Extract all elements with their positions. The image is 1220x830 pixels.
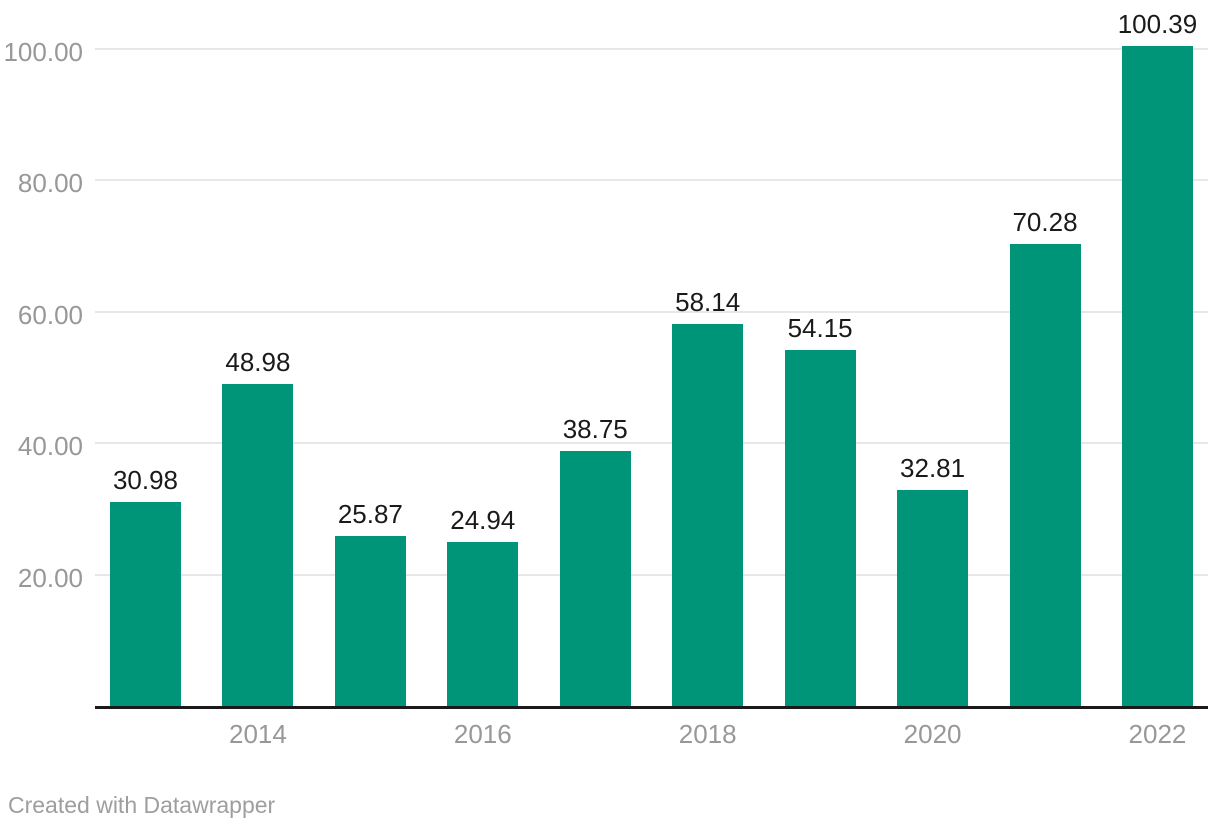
bar-2018	[672, 324, 744, 706]
gridline-40.00	[95, 442, 1208, 445]
gridline-20.00	[95, 573, 1208, 576]
value-label-2016: 24.94	[450, 505, 516, 535]
y-tick-label: 100.00	[3, 37, 83, 67]
value-label-2022: 100.39	[1117, 9, 1198, 39]
x-tick-label-2014: 2014	[229, 719, 287, 749]
bar-2014	[222, 384, 294, 706]
gridline-80.00	[95, 179, 1208, 182]
value-label-2020: 32.81	[900, 453, 966, 483]
value-label-2015: 25.87	[337, 499, 403, 529]
x-tick-label-2016: 2016	[453, 719, 512, 749]
value-label-2021: 70.28	[1012, 207, 1078, 237]
bar-2013	[110, 502, 181, 706]
gridline-60.00	[95, 310, 1208, 313]
bar-2019	[784, 350, 856, 706]
plot-area: 30.98 48.98 25.87 24.94 38.75 58.14 54.15 32.81…	[95, 0, 1208, 709]
bar-2017	[559, 451, 631, 706]
value-label-2017: 38.75	[562, 414, 628, 444]
y-tick-label: 40.00	[17, 431, 83, 462]
value-label-2013: 30.98	[112, 465, 179, 495]
bar-2016	[447, 542, 519, 706]
x-tick-label-2020: 2020	[903, 719, 962, 749]
value-label-2014: 48.98	[225, 347, 291, 377]
bar-2022	[1121, 46, 1193, 706]
y-tick-label: 60.00	[17, 299, 83, 330]
value-label-2019: 54.15	[787, 313, 853, 343]
y-tick-label: 20.00	[17, 562, 83, 593]
gridline-100.00	[95, 48, 1208, 50]
value-label-2018: 58.14	[675, 287, 741, 317]
bar-2020	[897, 490, 969, 706]
x-tick-label-2018: 2018	[678, 719, 737, 749]
y-tick-label: 80.00	[17, 168, 83, 199]
bar-2021	[1009, 244, 1081, 706]
x-tick-label-2022: 2022	[1128, 719, 1187, 749]
bar-2015	[334, 536, 406, 706]
datawrapper-credit-link[interactable]: Created with Datawrapper	[8, 792, 276, 818]
